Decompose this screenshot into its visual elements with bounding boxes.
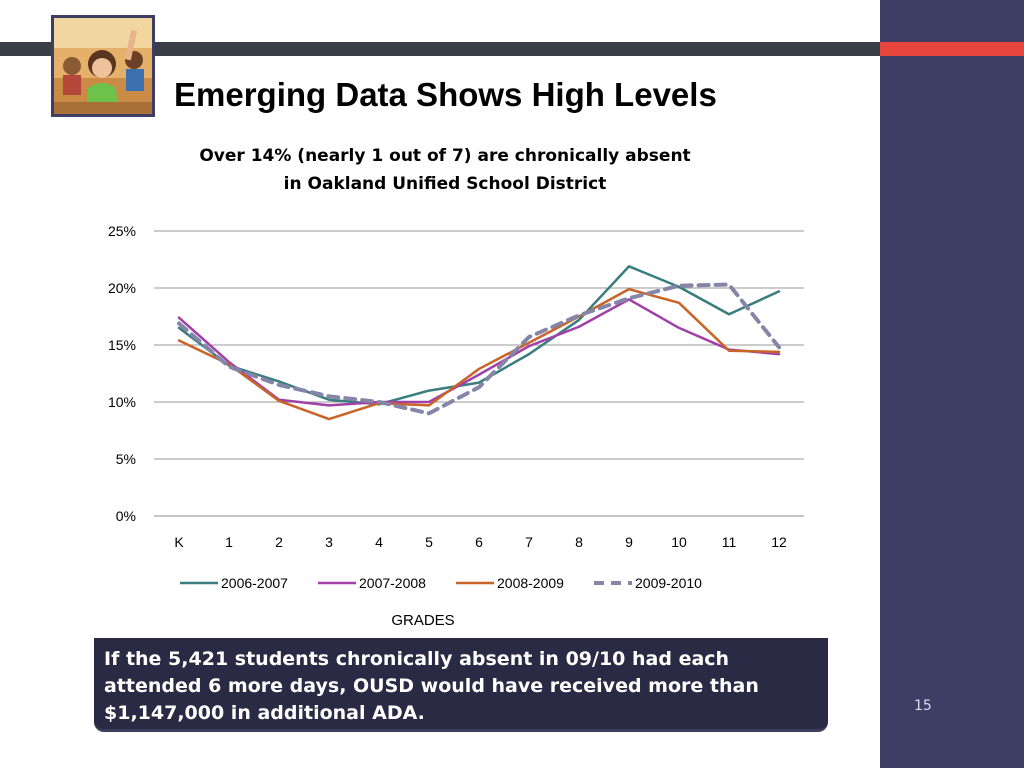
absence-line-chart: 0%5%10%15%20%25%K 1 2 3 4 5 6 7 8 9 10 11 122006-200… [108,223,804,629]
x-tick-label: 2 [275,534,283,550]
accent-bar [880,42,1024,56]
legend-label: 2006-2007 [221,575,288,591]
header-bar [0,42,880,56]
x-tick-label: 11 [722,534,737,550]
legend-label: 2009-2010 [635,575,702,591]
x-tick-label: 9 [625,534,633,550]
y-tick-label: 10% [108,394,136,410]
callout-box: If the 5,421 students chronically absent… [94,638,828,732]
chart-title: Over 14% (nearly 1 out of 7) are chronic… [150,142,740,198]
x-tick-label: 8 [575,534,583,550]
y-tick-label: 20% [108,280,136,296]
student-raising-hand-image [54,18,152,114]
y-tick-label: 0% [116,508,136,524]
slide-number: 15 [914,698,932,714]
x-tick-label: K [174,534,184,550]
legend-label: 2007-2008 [359,575,426,591]
x-tick-label: 4 [375,534,383,550]
callout-line-2: attended 6 more days, OUSD would have re… [104,675,759,697]
y-tick-label: 25% [108,223,136,239]
chart-title-line-2: in Oakland Unified School District [283,174,607,194]
series-line-2009-2010 [177,282,781,416]
x-tick-label: 3 [325,534,333,550]
x-tick-label: 10 [671,534,687,550]
series-line-2006-2007 [177,265,781,406]
x-tick-label: 6 [475,534,483,550]
side-panel [880,0,1024,768]
x-axis-title: GRADES [391,612,454,629]
callout-line-1: If the 5,421 students chronically absent… [104,648,730,670]
classroom-photo [51,15,155,117]
series-line-2007-2008 [177,298,781,407]
y-tick-label: 5% [116,451,136,467]
y-tick-label: 15% [108,337,136,353]
legend-label: 2008-2009 [497,575,564,591]
slide-title: Emerging Data Shows High Levels [174,76,717,113]
chart-title-line-1: Over 14% (nearly 1 out of 7) are chronic… [199,146,691,166]
x-tick-label: 5 [425,534,433,550]
x-tick-label: 1 [225,534,233,550]
x-tick-label: 7 [525,534,533,550]
callout-line-3: $1,147,000 in additional ADA. [104,702,425,724]
series-line-2008-2009 [177,287,781,421]
x-tick-label: 12 [771,534,787,550]
